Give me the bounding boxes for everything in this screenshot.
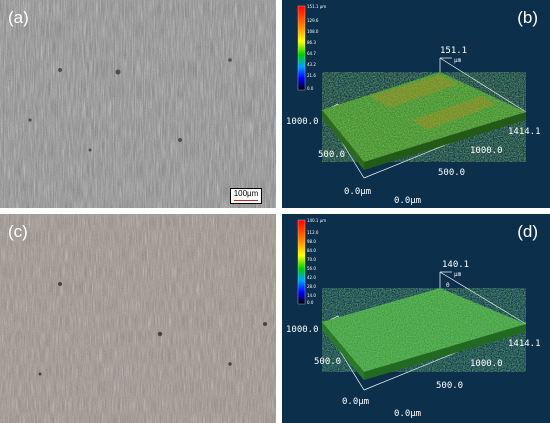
- legend-tick: 28.0: [307, 284, 316, 289]
- x-tick-1414: 1414.1: [508, 127, 541, 137]
- legend-tick: 84.0: [307, 248, 316, 253]
- legend-tick: 98.0: [307, 239, 316, 244]
- legend-colorbar: [297, 219, 306, 305]
- z-max-label: 151.1: [440, 46, 467, 56]
- scale-bar-label: 100μm: [233, 189, 259, 198]
- profile-plot-b-svg: 151.1 µm 129.6 108.0 86.3 64.7 43.2 21.6…: [286, 4, 541, 206]
- profile-plot-b: 151.1 µm 129.6 108.0 86.3 64.7 43.2 21.6…: [282, 0, 550, 208]
- x-tick-0: 0.0µm: [394, 196, 421, 206]
- panel-label-c: (c): [8, 222, 28, 241]
- micrograph-c: (c): [0, 214, 276, 423]
- scale-bar-line: [234, 200, 258, 201]
- legend-tick: 42.0: [307, 275, 316, 280]
- profile-plot-d-svg: 140.1 µm 112.0 98.0 84.0 70.0 56.0 42.0 …: [286, 218, 541, 419]
- panel-label-d: (d): [517, 222, 538, 241]
- x-tick-500: 500.0: [438, 168, 465, 178]
- y-tick-500: 500.0: [314, 357, 341, 367]
- legend-tick: 129.6: [307, 18, 319, 23]
- legend-tick: 21.6: [307, 73, 316, 78]
- y-tick-1000: 1000.0: [286, 325, 319, 335]
- legend-tick: 64.7: [307, 51, 316, 56]
- legend-tick: 112.0: [307, 230, 319, 235]
- legend-tick: 43.2: [307, 62, 316, 67]
- x-tick-500: 500.0: [436, 381, 463, 391]
- z-unit-label: µm: [454, 57, 462, 64]
- scale-bar: 100μm: [230, 188, 262, 204]
- micrograph-a: (a) 100μm: [0, 0, 276, 208]
- z-zero-label: 0: [446, 282, 450, 289]
- legend-tick: 14.0: [307, 293, 316, 298]
- legend-tick: 56.0: [307, 266, 316, 271]
- x-tick-1000: 1000.0: [470, 146, 503, 156]
- z-unit-label: µm: [454, 271, 462, 278]
- legend-tick: 70.0: [307, 257, 316, 262]
- y-tick-0: 0.0µm: [344, 187, 371, 197]
- legend-tick: 108.0: [307, 29, 319, 34]
- legend-tick: 0.0: [307, 86, 314, 91]
- y-tick-0: 0.0µm: [342, 397, 369, 407]
- x-tick-1000: 1000.0: [470, 359, 503, 369]
- y-tick-1000: 1000.0: [286, 117, 319, 127]
- legend-tick: 0.0: [307, 300, 314, 305]
- y-tick-500: 500.0: [318, 150, 345, 160]
- legend-unit-d: 140.1 µm: [307, 218, 326, 223]
- legend-unit-b: 151.1 µm: [307, 4, 326, 9]
- legend-tick: 86.3: [307, 40, 316, 45]
- surface-texture: [322, 288, 526, 372]
- surface-texture: [322, 72, 526, 162]
- legend-colorbar: [297, 5, 306, 91]
- profile-plot-d: 140.1 µm 112.0 98.0 84.0 70.0 56.0 42.0 …: [282, 214, 550, 423]
- panel-label-a: (a): [8, 8, 29, 27]
- x-tick-0: 0.0µm: [394, 409, 421, 419]
- z-max-label: 140.1: [442, 260, 469, 270]
- x-tick-1414: 1414.1: [508, 339, 541, 349]
- panel-label-b: (b): [517, 8, 538, 27]
- micrograph-c-texture: [0, 214, 276, 423]
- micrograph-a-texture: [0, 0, 276, 208]
